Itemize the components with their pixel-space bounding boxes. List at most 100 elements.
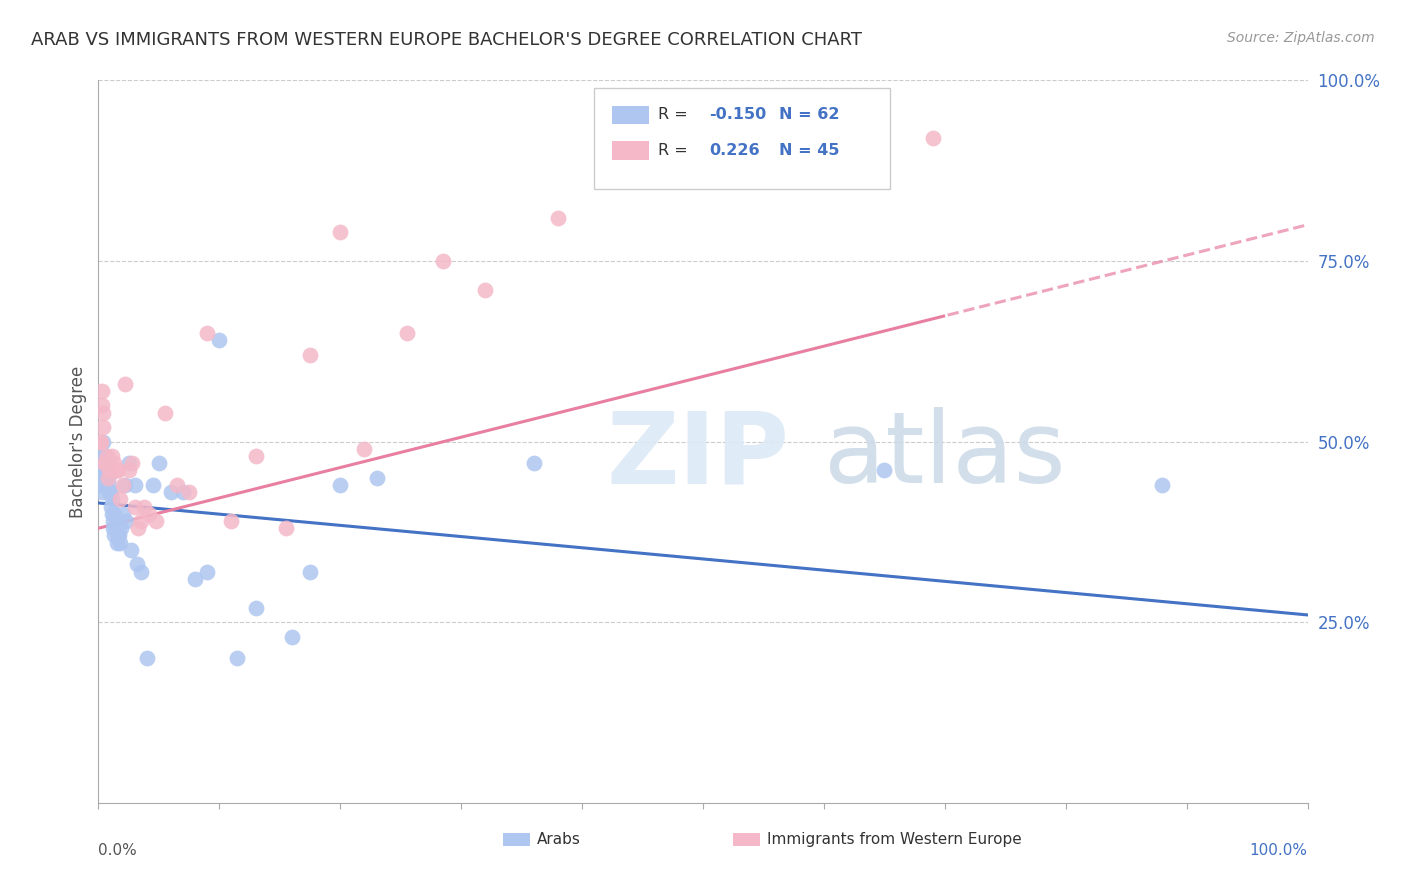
Point bbox=[97, 470, 120, 484]
Text: ARAB VS IMMIGRANTS FROM WESTERN EUROPE BACHELOR'S DEGREE CORRELATION CHART: ARAB VS IMMIGRANTS FROM WESTERN EUROPE B… bbox=[31, 31, 862, 49]
Point bbox=[94, 463, 117, 477]
FancyBboxPatch shape bbox=[595, 87, 890, 189]
Point bbox=[208, 334, 231, 348]
Point bbox=[299, 348, 322, 362]
Point bbox=[98, 485, 121, 500]
Point bbox=[329, 225, 352, 239]
Point bbox=[115, 514, 138, 528]
Point bbox=[103, 528, 125, 542]
Point bbox=[91, 420, 114, 434]
Point bbox=[108, 492, 131, 507]
Point bbox=[91, 485, 114, 500]
Point bbox=[96, 456, 118, 470]
Text: 0.226: 0.226 bbox=[709, 143, 759, 158]
Point bbox=[166, 478, 188, 492]
Point bbox=[138, 507, 160, 521]
Point bbox=[523, 456, 546, 470]
Point bbox=[547, 211, 569, 225]
Point bbox=[100, 449, 122, 463]
Point bbox=[93, 470, 115, 484]
Point bbox=[329, 478, 352, 492]
Point bbox=[195, 326, 218, 340]
Point bbox=[142, 478, 165, 492]
Point bbox=[93, 449, 115, 463]
Point bbox=[299, 565, 322, 579]
Point bbox=[172, 485, 194, 500]
Point bbox=[148, 456, 170, 470]
Point bbox=[91, 456, 114, 470]
Point bbox=[121, 456, 143, 470]
Point bbox=[94, 449, 117, 463]
Point bbox=[118, 463, 141, 477]
Point bbox=[91, 463, 114, 477]
Text: -0.150: -0.150 bbox=[709, 107, 766, 122]
Point bbox=[110, 521, 132, 535]
Point bbox=[245, 449, 267, 463]
Point bbox=[90, 470, 112, 484]
Point bbox=[91, 434, 114, 449]
Point bbox=[94, 456, 117, 470]
Point bbox=[135, 651, 157, 665]
Point bbox=[91, 384, 114, 398]
Point bbox=[91, 449, 114, 463]
Point bbox=[105, 463, 128, 477]
Point bbox=[100, 500, 122, 514]
Text: Source: ZipAtlas.com: Source: ZipAtlas.com bbox=[1227, 31, 1375, 45]
Point bbox=[120, 542, 142, 557]
Point bbox=[432, 253, 454, 268]
Point bbox=[107, 528, 129, 542]
Y-axis label: Bachelor's Degree: Bachelor's Degree bbox=[69, 366, 87, 517]
Text: 100.0%: 100.0% bbox=[1250, 843, 1308, 857]
Point bbox=[100, 485, 122, 500]
Point bbox=[281, 630, 304, 644]
Point bbox=[100, 507, 122, 521]
Point bbox=[129, 565, 152, 579]
Point bbox=[104, 521, 127, 535]
Point bbox=[195, 565, 218, 579]
FancyBboxPatch shape bbox=[734, 833, 759, 847]
Point bbox=[395, 326, 418, 340]
Point bbox=[97, 463, 120, 477]
Point bbox=[127, 521, 149, 535]
Text: Immigrants from Western Europe: Immigrants from Western Europe bbox=[768, 832, 1022, 847]
Point bbox=[124, 500, 146, 514]
Point bbox=[145, 514, 167, 528]
Point bbox=[873, 463, 896, 477]
Point bbox=[98, 463, 121, 477]
FancyBboxPatch shape bbox=[613, 105, 648, 124]
Point bbox=[97, 470, 120, 484]
Point bbox=[153, 406, 176, 420]
Point bbox=[105, 521, 128, 535]
Point bbox=[114, 478, 136, 492]
Point bbox=[118, 456, 141, 470]
Text: N = 45: N = 45 bbox=[779, 143, 839, 158]
Point bbox=[160, 485, 183, 500]
Point bbox=[101, 521, 124, 535]
Point bbox=[101, 463, 124, 477]
Text: ZIP: ZIP bbox=[606, 408, 789, 505]
Point bbox=[107, 463, 129, 477]
Point bbox=[114, 376, 136, 391]
Point bbox=[96, 463, 118, 477]
Point bbox=[921, 131, 943, 145]
Point bbox=[94, 456, 117, 470]
Text: atlas: atlas bbox=[824, 408, 1066, 505]
Text: N = 62: N = 62 bbox=[779, 107, 839, 122]
Point bbox=[129, 514, 152, 528]
Point bbox=[474, 283, 496, 297]
Point bbox=[108, 528, 131, 542]
Point bbox=[100, 463, 122, 477]
Point bbox=[105, 535, 128, 549]
Point bbox=[124, 478, 146, 492]
Point bbox=[91, 398, 114, 412]
Point bbox=[366, 470, 388, 484]
Point bbox=[96, 449, 118, 463]
Text: R =: R = bbox=[658, 143, 699, 158]
Point bbox=[111, 507, 134, 521]
Point bbox=[226, 651, 249, 665]
Point bbox=[103, 456, 125, 470]
Point bbox=[179, 485, 201, 500]
Point bbox=[90, 456, 112, 470]
Point bbox=[90, 434, 112, 449]
Point bbox=[89, 478, 111, 492]
